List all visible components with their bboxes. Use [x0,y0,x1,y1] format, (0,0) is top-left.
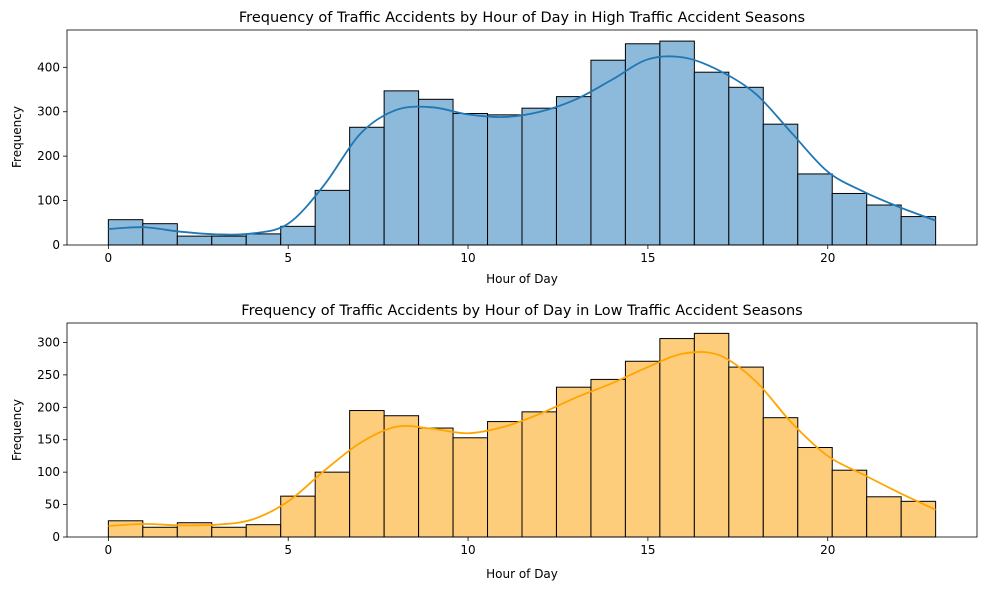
histogram-bar [349,410,385,538]
histogram-bar [487,114,523,246]
histogram-bar [693,332,730,538]
histogram-bar [866,496,902,538]
y-tick-label: 0 [52,530,60,544]
histogram-bar [797,447,833,538]
histogram-bar [521,107,557,246]
high-season-chart: Frequency of Traffic Accidents by Hour o… [10,10,978,286]
chart-title: Frequency of Traffic Accidents by Hour o… [239,10,805,26]
histogram-bar [211,526,247,538]
histogram-bar [866,204,902,246]
histogram-bar [728,86,764,246]
y-tick-label: 200 [37,400,60,414]
histogram-bar [900,216,937,246]
kde-layer [108,351,937,527]
kde-line [108,351,937,527]
x-tick-label: 20 [820,251,835,265]
y-tick-label: 300 [37,105,60,119]
x-tick-label: 10 [460,251,475,265]
x-tick-label: 15 [640,543,655,557]
histogram-bar [728,366,764,538]
y-axis-label: Frequency [10,106,24,168]
histogram-bar [762,417,799,538]
histogram-bar [624,360,661,538]
histogram-bar [831,192,868,246]
bars [107,40,937,246]
y-tick-label: 150 [37,433,60,447]
plot-frame [66,322,978,538]
y-tick-label: 50 [45,498,60,512]
histogram-bar [624,43,661,246]
histogram-bar [245,524,282,538]
histogram-bar [383,90,420,246]
plot-frame [66,29,978,246]
histogram-bar [383,415,420,538]
y-ticks: 0 50 100 150 200 250 300 [37,335,67,544]
y-tick-label: 100 [37,194,60,208]
y-tick-label: 400 [37,60,60,74]
histogram-bar [487,421,523,538]
histogram-bar [452,113,489,246]
y-tick-label: 0 [52,238,60,252]
histogram-bar [590,378,626,538]
histogram-bar [142,526,178,538]
histogram-bar [555,96,592,246]
x-tick-label: 0 [105,251,113,265]
y-axis-label: Frequency [10,399,24,461]
x-ticks: 0 5 10 15 20 [105,537,835,557]
histogram-bar [107,219,144,246]
x-tick-label: 0 [105,543,113,557]
histogram-bar [418,98,454,246]
y-tick-label: 250 [37,368,60,382]
kde-layer [108,55,936,236]
x-axis-label: Hour of Day [486,272,558,286]
x-tick-label: 5 [284,251,292,265]
histogram-bar [280,225,316,246]
histogram-bar [176,235,213,246]
histogram-bar [107,520,144,538]
x-axis-label: Hour of Day [486,567,558,581]
y-ticks: 0 100 200 300 400 [37,60,67,252]
histogram-bar [452,437,489,538]
histogram-bar [521,411,557,538]
x-tick-label: 20 [820,543,835,557]
histogram-bar [314,189,351,246]
histogram-bar [693,71,730,246]
histogram-bar [797,173,833,246]
y-tick-label: 100 [37,465,60,479]
histogram-bar [659,40,695,246]
histogram-bar [831,469,868,538]
histogram-bar [349,126,385,246]
chart-title: Frequency of Traffic Accidents by Hour o… [241,303,802,319]
histogram-bar [211,235,247,246]
y-tick-label: 300 [37,335,60,349]
x-tick-label: 5 [284,543,292,557]
x-tick-label: 15 [640,251,655,265]
x-tick-label: 10 [460,543,475,557]
low-season-chart: Frequency of Traffic Accidents by Hour o… [10,303,978,581]
histogram-bar [762,123,799,246]
histogram-bar [659,338,695,538]
histogram-bar [245,233,282,246]
histogram-bar [418,427,454,538]
histogram-bar [555,386,592,538]
histogram-bar [590,59,626,246]
x-ticks: 0 5 10 15 20 [105,245,835,265]
kde-line [108,55,936,236]
y-tick-label: 200 [37,149,60,163]
histogram-bar [314,471,351,538]
